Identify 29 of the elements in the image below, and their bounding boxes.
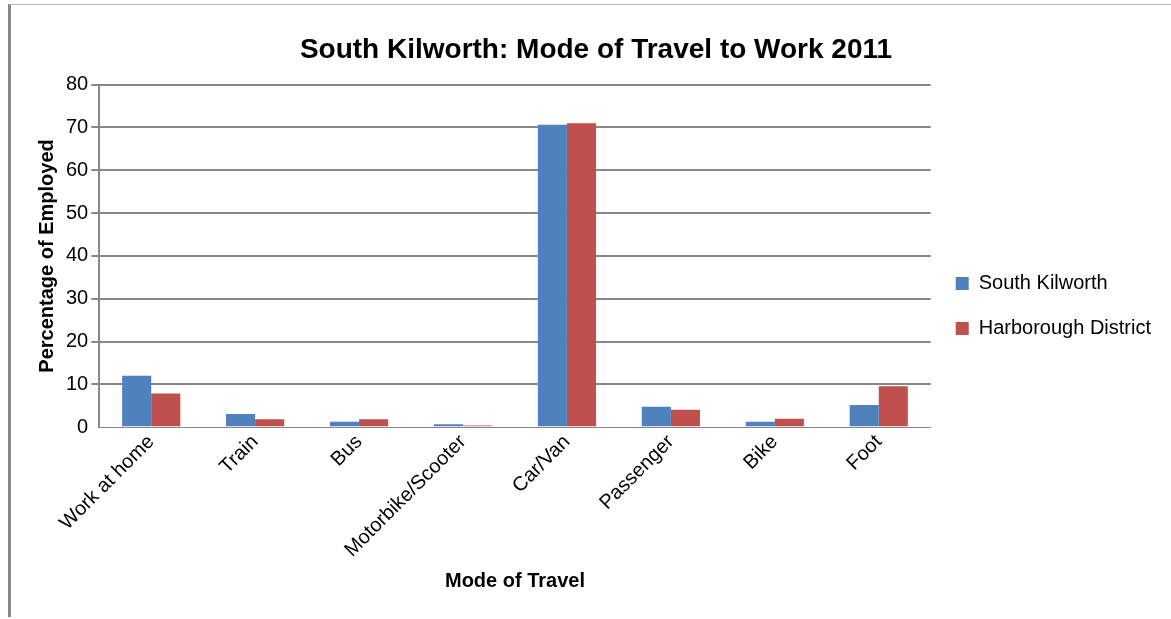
y-tick-label: 10 — [66, 371, 89, 394]
y-tick-label: 30 — [66, 286, 89, 309]
bar — [537, 124, 567, 427]
bar — [670, 409, 700, 427]
y-tick-label: 70 — [66, 114, 89, 137]
y-tick-label: 40 — [66, 243, 89, 266]
legend-label: Harborough District — [978, 316, 1152, 339]
legend-label: South Kilworth — [978, 271, 1108, 294]
bar — [566, 123, 597, 427]
bar — [359, 419, 389, 427]
x-tick-label: Bike — [738, 429, 782, 473]
bar — [226, 413, 256, 427]
x-axis-title: Mode of Travel — [444, 568, 585, 591]
bar — [255, 419, 285, 427]
y-tick-label: 50 — [66, 200, 89, 223]
y-tick-label: 80 — [66, 72, 89, 95]
chart-title: South Kilworth: Mode of Travel to Work 2011 — [299, 32, 893, 64]
bar — [774, 418, 804, 427]
bar — [151, 393, 181, 427]
bar — [122, 375, 152, 427]
bar — [433, 424, 464, 427]
bar — [849, 405, 879, 427]
x-tick-label: Train — [214, 429, 262, 478]
y-tick-label: 60 — [66, 157, 89, 180]
bar — [878, 386, 908, 427]
y-tick-label: 20 — [66, 329, 89, 352]
y-axis-title: Percentage of Employed — [34, 139, 57, 373]
bar — [641, 406, 671, 427]
y-tick-label: 0 — [77, 414, 89, 437]
